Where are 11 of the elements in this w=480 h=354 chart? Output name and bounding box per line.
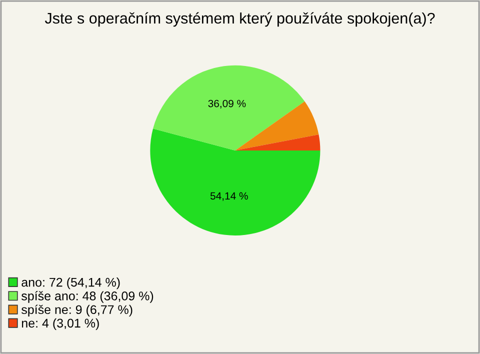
- chart-title: Jste s operačním systémem který používáte spokojen(a)?: [44, 12, 435, 27]
- legend-label: ne: 4 (3,01 %): [22, 318, 99, 330]
- legend-label: ano: 72 (54,14 %): [22, 278, 120, 290]
- legend-label: spíše ano: 48 (36,09 %): [22, 291, 154, 303]
- pie-slice: [235, 134, 320, 150]
- pie-slice: [235, 101, 319, 150]
- pie-slice: [150, 128, 320, 236]
- legend-label: spíše ne: 9 (6,77 %): [22, 304, 132, 317]
- pie-slice: [153, 65, 305, 150]
- data-label: 54,14 %: [210, 192, 248, 201]
- data-label: 36,09 %: [208, 100, 246, 108]
